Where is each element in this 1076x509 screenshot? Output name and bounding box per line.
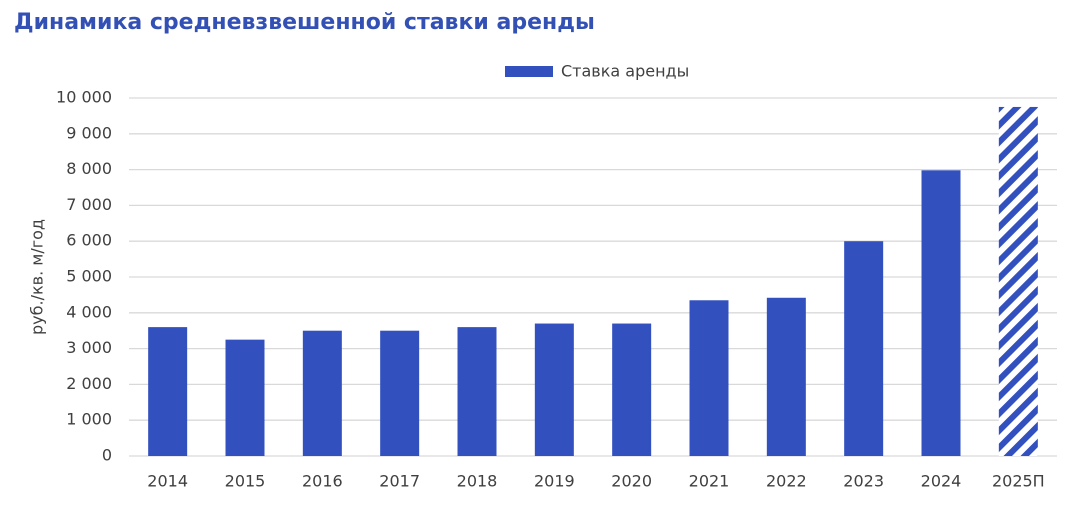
bar-2019 — [534, 323, 574, 456]
y-tick-label: 1 000 — [66, 410, 112, 429]
y-tick-label: 2 000 — [66, 374, 112, 393]
gridlines — [129, 97, 1057, 457]
y-tick-label: 10 000 — [56, 88, 112, 107]
bar-2020 — [612, 323, 652, 456]
x-axis-ticks: 2014 2015 2016 2017 2018 2019 2020 2021 2022 2023… — [147, 472, 1044, 491]
y-axis-label: руб./кв. м/год — [28, 219, 47, 335]
x-tick-label: 2016 — [302, 472, 343, 491]
legend-label: Ставка аренды — [561, 62, 689, 81]
x-tick-label: 2023 — [843, 472, 884, 491]
bars — [148, 106, 1038, 457]
x-tick-label: 2024 — [921, 472, 962, 491]
x-tick-label: 2015 — [225, 472, 266, 491]
y-axis-ticks: 0 1 000 2 000 3 000 4 000 5 000 6 000 7 000 8 00… — [56, 88, 112, 465]
x-tick-label: 2019 — [534, 472, 575, 491]
x-tick-label: 2025П — [992, 472, 1045, 491]
x-tick-label: 2020 — [611, 472, 652, 491]
bar-2017 — [380, 330, 420, 456]
x-tick-label: 2022 — [766, 472, 807, 491]
y-tick-label: 6 000 — [66, 231, 112, 250]
y-tick-label: 5 000 — [66, 267, 112, 286]
y-tick-label: 8 000 — [66, 159, 112, 178]
bar-2016 — [302, 330, 342, 456]
y-tick-label: 7 000 — [66, 195, 112, 214]
chart-title: Динамика средневзвешенной ставки аренды — [14, 10, 595, 35]
bar-2022 — [766, 297, 806, 456]
x-tick-label: 2017 — [379, 472, 420, 491]
bar-2014 — [148, 327, 188, 456]
bar-2018 — [457, 327, 497, 456]
bar-2025П — [998, 106, 1038, 456]
x-tick-label: 2018 — [457, 472, 498, 491]
y-tick-label: 0 — [102, 446, 112, 465]
y-tick-label: 4 000 — [66, 302, 112, 321]
bar-2024 — [921, 170, 961, 457]
bar-2021 — [689, 300, 729, 456]
legend: Ставка аренды — [505, 62, 689, 81]
x-tick-label: 2021 — [689, 472, 730, 491]
x-tick-label: 2014 — [147, 472, 188, 491]
legend-swatch — [505, 66, 553, 77]
y-tick-label: 9 000 — [66, 123, 112, 142]
bar-2015 — [225, 339, 265, 456]
y-tick-label: 3 000 — [66, 338, 112, 357]
bar-2023 — [844, 241, 884, 456]
